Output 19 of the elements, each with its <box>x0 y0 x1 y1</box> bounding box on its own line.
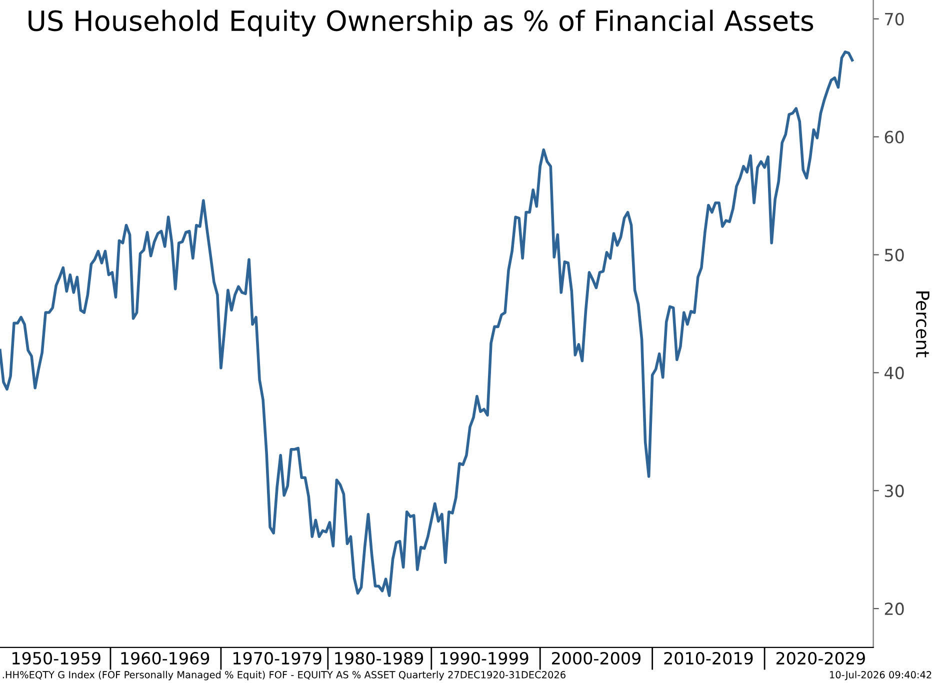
y-tick-label: 60 <box>884 130 904 144</box>
x-tick-label: 1980-1989 <box>335 652 424 665</box>
y-tick-label: 30 <box>884 484 904 498</box>
x-tick-label: 1960-1969 <box>121 652 210 665</box>
x-tick-label: 1970-1979 <box>233 652 322 665</box>
chart-title: US Household Equity Ownership as % of Financial Assets <box>28 10 814 37</box>
x-tick-label: 2020-2029 <box>776 652 865 665</box>
x-tick-label: 1990-1999 <box>440 652 528 665</box>
x-tick-label: 2010-2019 <box>664 652 753 665</box>
text: .HH%EQTY G Index (FOF Personally Managed % Equit) FOF - EQUITY AS % ASSET Quarterly 27DEC1920-31DEC2026 <box>2 670 566 680</box>
y-tick-label: 70 <box>885 12 904 26</box>
x-tick-label: 2000-2009 <box>552 652 640 665</box>
x-tick-label: 1950-1959 <box>12 652 100 665</box>
y-axis-title: Percent <box>916 292 930 358</box>
y-tick-label: 40 <box>884 366 904 380</box>
y-tick-label: 20 <box>884 602 904 616</box>
line-series <box>0 50 854 597</box>
text: 10-Jul-2026 09:40:42 <box>830 670 932 680</box>
y-tick-label: 50 <box>884 248 904 262</box>
